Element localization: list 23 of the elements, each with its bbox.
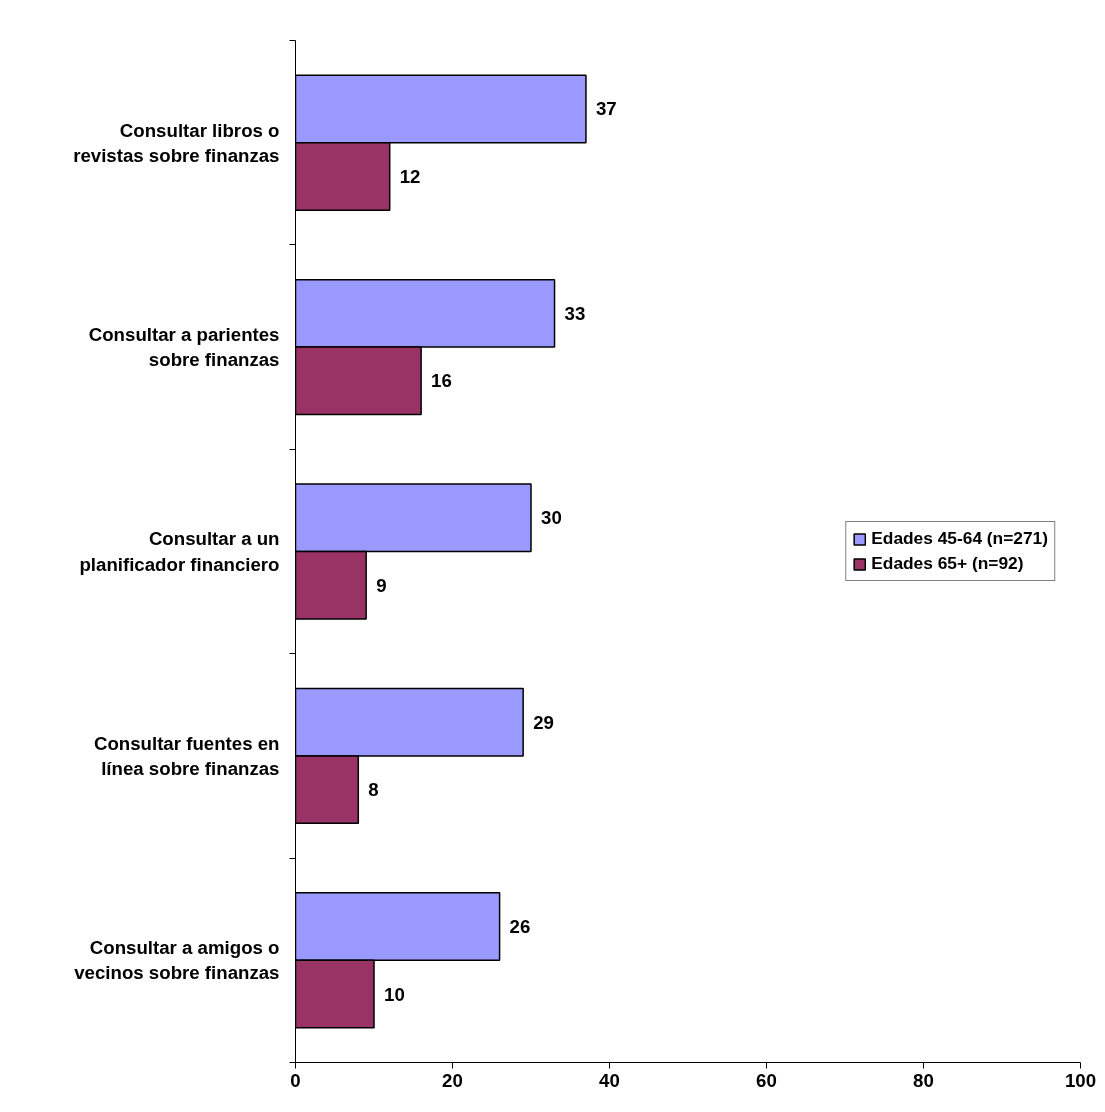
legend-label: Edades 65+ (n=92) [871, 553, 1024, 574]
legend-label: Edades 45-64 (n=271) [871, 528, 1048, 549]
x-tick-label: 0 [290, 1069, 301, 1091]
data-label: 29 [533, 711, 554, 733]
y-tick-label: Consultar a un planificador financiero [79, 528, 280, 575]
data-label: 30 [541, 507, 562, 529]
data-label: 12 [399, 165, 421, 187]
x-tick-label: 100 [1064, 1069, 1097, 1091]
x-tick-label: 60 [756, 1069, 777, 1091]
y-tick-label: Consultar libros o revistas sobre finanzas [73, 119, 280, 166]
y-tick-label: Consultar a amigos o vecinos sobre finanzas [74, 937, 280, 984]
x-tick-label: 20 [442, 1069, 463, 1091]
data-label: 9 [376, 574, 387, 596]
y-tick-label: Consultar fuentes en línea sobre finanzas [93, 732, 280, 779]
data-label: 37 [595, 98, 617, 120]
data-label: 8 [368, 779, 379, 801]
data-label: 10 [384, 983, 405, 1005]
data-label: 16 [431, 370, 452, 392]
y-tick-label: Consultar a parientes sobre finanzas [88, 324, 280, 371]
x-tick-label: 80 [913, 1069, 934, 1091]
x-tick-label: 40 [599, 1069, 620, 1091]
data-label: 33 [564, 302, 586, 324]
data-label: 26 [509, 916, 531, 938]
